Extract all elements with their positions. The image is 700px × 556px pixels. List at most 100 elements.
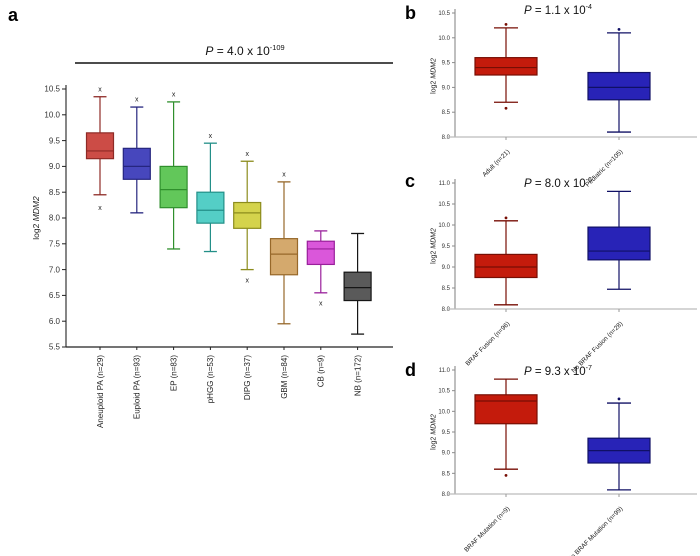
y-tick-label: 6.5 [49, 291, 61, 300]
y-tick-label: 10.5 [438, 11, 450, 17]
y-tick-label: 10.0 [438, 409, 450, 415]
p-body: = 9.3 x 10 [531, 365, 586, 378]
p-body: = 4.0 x 10 [213, 44, 270, 58]
box-group: No BRAF Mutation (n=99) [566, 397, 651, 556]
box-group: NB (n=172) [343, 232, 372, 396]
y-tick-label: 9.5 [49, 136, 61, 145]
outlier-marker [504, 106, 508, 110]
y-tick-label: 9.0 [442, 85, 451, 91]
y-tick-label: 8.5 [442, 286, 451, 292]
p-body: = 8.0 x 10 [531, 177, 586, 190]
panel-a: 5.5 6.0 6.5 7.0 7.5 8.0 8.5 9.0 9.5 10.0 10.5 x x Ane… [44, 62, 393, 428]
category-label: Aneuploid PA (n=29) [96, 355, 105, 428]
y-tick-label: 10.5 [438, 202, 450, 208]
category-label: GBM (n=84) [280, 355, 289, 399]
panel-label-a: a [8, 5, 19, 25]
iqr-box [85, 132, 115, 160]
category-label: EP (n=83) [169, 355, 178, 391]
outlier-marker: x [282, 172, 286, 179]
iqr-box [159, 165, 188, 209]
panel-label-c: c [405, 171, 416, 191]
iqr-box [122, 147, 151, 180]
iqr-box [343, 271, 372, 302]
outlier-marker: x [98, 205, 102, 212]
outlier-marker [617, 397, 621, 401]
panel-label-b: b [405, 3, 416, 23]
p-symbol: P [523, 177, 532, 190]
y-tick-label: 10.0 [438, 36, 450, 42]
iqr-box [233, 201, 262, 229]
category-label: CB (n=9) [317, 355, 326, 388]
outlier-marker [617, 27, 621, 31]
y-tick-label: 11.0 [439, 368, 451, 374]
y-label-plain: log2 [31, 221, 41, 240]
category-label: BRAF Fusion (n=96) [464, 320, 511, 367]
p-value-d: P = 9.3 x 10-7 [458, 364, 658, 378]
box-group: x x DIPG (n=37) [233, 151, 262, 400]
category-label: BRAF Mutation (n=9) [463, 505, 511, 553]
y-label-plain: log2 [430, 78, 438, 94]
outlier-marker [504, 23, 508, 26]
outlier-marker [504, 216, 508, 220]
iqr-box [587, 71, 651, 101]
box-group: No BRAF Fusion (n=28) [570, 190, 651, 375]
y-tick-label: 11.0 [439, 181, 451, 187]
y-axis-label-b: log2 MDM2 [431, 58, 438, 94]
y-label-plain: log2 [430, 434, 438, 450]
outlier-marker: x [172, 92, 176, 99]
y-tick-label: 9.0 [442, 265, 451, 271]
box-group: x pHGG (n=53) [196, 133, 225, 403]
y-tick-label: 8.0 [442, 135, 451, 141]
iqr-box [196, 191, 225, 224]
y-tick-label: 8.0 [442, 492, 451, 498]
y-tick-label: 6.0 [49, 317, 61, 326]
box-group: Adult (n=21) [474, 23, 538, 179]
box-group: BRAF Mutation (n=9) [463, 378, 538, 554]
y-tick-label: 8.5 [442, 110, 451, 116]
p-symbol: P [523, 365, 532, 378]
category-label: No BRAF Mutation (n=99) [566, 505, 624, 556]
p-exponent: -4 [585, 3, 593, 11]
y-tick-label: 8.5 [49, 188, 61, 197]
iqr-box [474, 57, 538, 76]
iqr-box [474, 394, 538, 425]
y-tick-label: 10.5 [438, 389, 450, 395]
box-group: BRAF Fusion (n=96) [464, 216, 538, 367]
y-tick-label: 9.5 [442, 430, 451, 436]
y-tick-label: 8.0 [49, 214, 61, 223]
category-label: Adult (n=21) [481, 148, 511, 178]
y-tick-label: 5.5 [49, 343, 61, 352]
box-group: x x Aneuploid PA (n=29) [85, 86, 115, 428]
y-tick-label: 10.0 [438, 223, 450, 229]
panel-label-d: d [405, 360, 416, 380]
y-tick-label: 8.5 [442, 471, 451, 477]
y-axis-label-a: log2 MDM2 [31, 196, 41, 239]
iqr-box [269, 238, 299, 276]
outlier-marker: x [98, 86, 102, 93]
y-label-plain: log2 [430, 248, 438, 264]
category-label: NB (n=172) [353, 355, 362, 396]
box-group: x GBM (n=84) [269, 172, 299, 399]
outlier-marker: x [245, 151, 249, 158]
y-label-gene: MDM2 [430, 414, 438, 435]
outlier-marker [504, 474, 508, 477]
outlier-marker: x [209, 133, 213, 140]
p-symbol: P [523, 4, 532, 17]
box-group: x CB (n=9) [306, 230, 335, 388]
category-label: Euploid PA (n=93) [133, 355, 142, 419]
panel-d: 8.0 8.5 9.0 9.5 10.0 10.5 11.0 BRAF Mutation (n… [438, 366, 697, 556]
p-exponent: -109 [269, 43, 285, 52]
y-tick-label: 9.5 [442, 61, 451, 67]
p-value-a: P = 4.0 x 10-109 [145, 43, 345, 58]
outlier-marker: x [245, 277, 249, 284]
box-group: x Euploid PA (n=93) [122, 97, 151, 419]
y-label-gene: MDM2 [430, 58, 438, 79]
iqr-box [306, 240, 335, 266]
panel-c: 8.0 8.5 9.0 9.5 10.0 10.5 11.0 BRAF Fusion (n=9… [438, 179, 697, 375]
p-exponent: -6 [585, 176, 593, 184]
y-tick-label: 10.0 [44, 111, 60, 120]
p-value-c: P = 8.0 x 10-6 [458, 176, 658, 190]
box-group: Pediatric (n=105) [584, 27, 651, 189]
